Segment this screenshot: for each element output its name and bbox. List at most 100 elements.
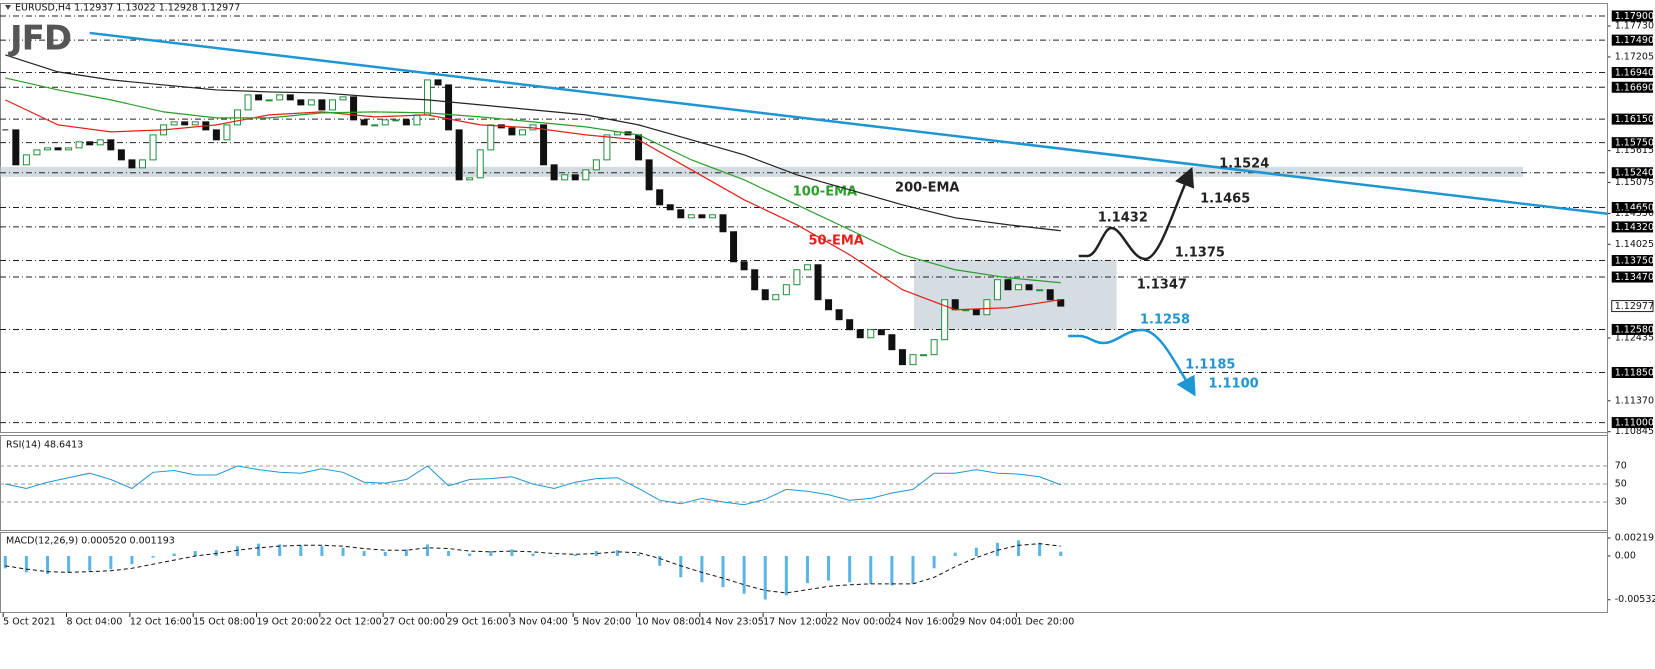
candle bbox=[571, 174, 579, 181]
candle bbox=[328, 99, 336, 111]
candle bbox=[466, 177, 474, 181]
x-tick-label: 29 Oct 16:00 bbox=[446, 617, 508, 628]
level-label: 1.15750 bbox=[1615, 138, 1654, 149]
candle bbox=[730, 231, 738, 263]
candle bbox=[244, 94, 252, 111]
last-price-label: 1.12977 bbox=[1615, 301, 1654, 312]
candle bbox=[392, 119, 400, 122]
candle bbox=[856, 329, 864, 339]
x-tick-label: 14 Nov 23:05 bbox=[700, 617, 764, 628]
candle bbox=[898, 349, 906, 366]
y-tick-label: 1.17730 bbox=[1615, 20, 1654, 31]
level-label: 1.14650 bbox=[1615, 202, 1654, 213]
level-annotation: 1.1465 bbox=[1200, 192, 1250, 207]
macd-bar bbox=[130, 555, 134, 565]
x-tick-label: 5 Nov 20:00 bbox=[573, 617, 631, 628]
candle bbox=[276, 94, 284, 101]
level-annotation: 1.1185 bbox=[1185, 358, 1235, 373]
level-label: 1.13750 bbox=[1615, 256, 1654, 267]
candle bbox=[1036, 289, 1044, 292]
bullish-arrow bbox=[1079, 166, 1195, 259]
candle bbox=[12, 129, 20, 166]
y-tick-label: 1.14025 bbox=[1615, 239, 1654, 250]
candle bbox=[592, 159, 600, 171]
macd-bar bbox=[67, 555, 71, 573]
candle bbox=[888, 334, 896, 351]
candle bbox=[761, 289, 769, 301]
candle bbox=[782, 284, 790, 296]
candle bbox=[846, 319, 854, 331]
y-tick-label: 1.11370 bbox=[1615, 395, 1654, 406]
macd-bar bbox=[995, 542, 999, 556]
level-annotation: 1.1100 bbox=[1209, 377, 1259, 392]
candle bbox=[687, 214, 695, 219]
candle bbox=[561, 174, 569, 181]
level-box bbox=[1611, 255, 1653, 267]
macd-bar bbox=[721, 555, 725, 588]
y-tick-label: 1.14550 bbox=[1615, 208, 1654, 219]
level-label: 1.14320 bbox=[1615, 222, 1654, 233]
macd-bar bbox=[679, 555, 683, 578]
candle bbox=[75, 141, 83, 149]
x-tick-label: 1 Dec 20:00 bbox=[1016, 617, 1074, 628]
macd-bar bbox=[805, 555, 809, 584]
macd-bar bbox=[172, 553, 176, 556]
candle bbox=[1046, 289, 1054, 301]
level-box bbox=[1611, 271, 1653, 283]
scenario-arrows bbox=[1068, 166, 1196, 397]
rsi-header: RSI(14) 48.6413 bbox=[6, 440, 83, 451]
candle bbox=[22, 154, 30, 166]
candle bbox=[149, 134, 157, 161]
macd-bar bbox=[1038, 542, 1042, 556]
candle bbox=[772, 294, 780, 301]
level-label: 1.12580 bbox=[1615, 324, 1654, 335]
macd-bar bbox=[953, 552, 957, 556]
macd-bar bbox=[637, 554, 641, 556]
x-tick-label: 12 Oct 16:00 bbox=[130, 617, 192, 628]
candle bbox=[371, 124, 379, 127]
macd-bar bbox=[362, 551, 366, 556]
candle bbox=[434, 79, 442, 86]
x-tick-label: 17 Nov 12:00 bbox=[763, 617, 827, 628]
macd-bar bbox=[235, 546, 239, 556]
candle bbox=[476, 149, 484, 179]
candle bbox=[107, 139, 115, 151]
candle bbox=[803, 264, 811, 271]
candle bbox=[708, 214, 716, 219]
candle bbox=[318, 99, 326, 111]
macd-bar bbox=[827, 555, 831, 581]
x-tick-label: 29 Nov 04:00 bbox=[953, 617, 1017, 628]
macd-bar bbox=[278, 544, 282, 556]
candle bbox=[603, 134, 611, 161]
macd-bar bbox=[700, 555, 704, 583]
bearish-arrow bbox=[1068, 330, 1196, 397]
candle bbox=[550, 164, 558, 181]
level-annotation: 1.1432 bbox=[1098, 211, 1148, 226]
macd-bar bbox=[383, 551, 387, 556]
macd-bar bbox=[468, 553, 472, 556]
level-annotation: 1.1258 bbox=[1140, 313, 1190, 328]
x-tick-label: 5 Oct 2021 bbox=[3, 617, 56, 628]
symbol-header: EURUSD,H4 1.12937 1.13022 1.12928 1.1297… bbox=[15, 3, 240, 14]
level-box bbox=[1611, 323, 1653, 335]
candle bbox=[360, 119, 368, 126]
candle bbox=[455, 129, 463, 181]
candle bbox=[339, 96, 347, 101]
y-tick-label: 1.17205 bbox=[1615, 51, 1654, 62]
level-box bbox=[1611, 201, 1653, 213]
candle bbox=[413, 114, 421, 126]
candle bbox=[645, 159, 653, 191]
macd-header: MACD(12,26,9) 0.000520 0.001193 bbox=[6, 536, 175, 547]
zone bbox=[0, 166, 1524, 177]
candle bbox=[909, 354, 917, 366]
candle bbox=[972, 309, 980, 316]
main-panel bbox=[0, 3, 1608, 433]
plot-layer: 1.17900 1.17490 1.16940 1.16690 1.16150 1.157… bbox=[0, 3, 1655, 628]
level-label: 1.17490 bbox=[1615, 35, 1654, 46]
macd-bar bbox=[552, 555, 556, 557]
level-label: 1.16150 bbox=[1615, 114, 1654, 125]
y-tick-label: 0.00 bbox=[1615, 550, 1636, 561]
candle bbox=[825, 299, 833, 311]
candle bbox=[719, 214, 727, 233]
macd-bar bbox=[974, 547, 978, 556]
